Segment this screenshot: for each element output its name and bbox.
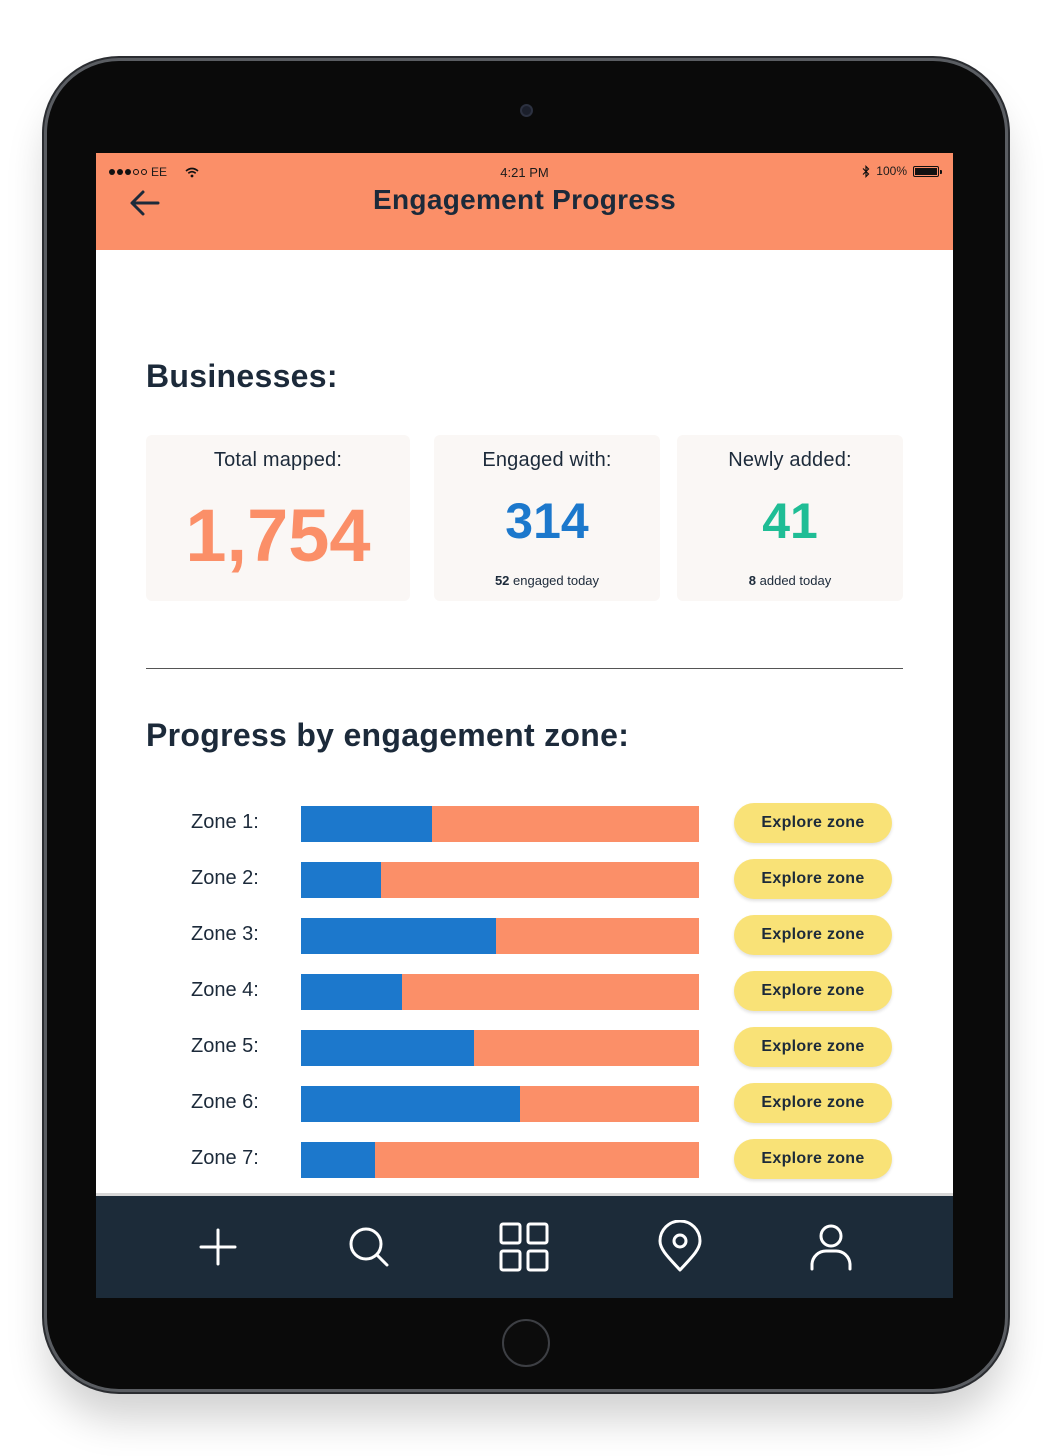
zone-progress-bar	[301, 974, 699, 1010]
zone-label: Zone 5:	[191, 1035, 259, 1057]
zone-progress-fill	[301, 1086, 520, 1122]
status-left: EE	[109, 165, 199, 179]
zone-progress-bar	[301, 862, 699, 898]
engaged-with-value: 314	[505, 493, 589, 549]
bottom-tab-bar	[96, 1193, 953, 1298]
added-today-count: 8	[748, 573, 757, 588]
tab-add[interactable]	[191, 1220, 245, 1274]
zone-progress-fill	[301, 918, 497, 954]
zone-row: Zone 7: Explore zone	[96, 1139, 953, 1179]
zone-row: Zone 6: Explore zone	[96, 1083, 953, 1123]
zone-row: Zone 4: Explore zone	[96, 971, 953, 1011]
total-mapped-label: Total mapped:	[213, 449, 343, 471]
battery-icon	[913, 165, 942, 177]
newly-added-card: Newly added: 41 8 added today	[677, 435, 903, 601]
explore-zone-button[interactable]: Explore zone	[734, 971, 892, 1011]
section-divider	[146, 668, 903, 669]
zone-label: Zone 1:	[191, 811, 259, 833]
zone-row: Zone 5: Explore zone	[96, 1027, 953, 1067]
zone-progress-fill	[301, 1030, 475, 1066]
status-right: 100%	[862, 164, 942, 178]
explore-zone-button[interactable]: Explore zone	[734, 1027, 892, 1067]
zone-label: Zone 4:	[191, 979, 259, 1001]
added-today-text: added today	[756, 573, 832, 588]
zone-progress-fill	[301, 806, 433, 842]
signal-dots-icon	[109, 169, 147, 175]
zone-progress-bar	[301, 1142, 699, 1178]
zone-label: Zone 3:	[191, 923, 259, 945]
header-bar: EE 4:21 PM 100% Engagement Progress	[96, 153, 953, 250]
wifi-icon	[185, 167, 199, 177]
zone-row: Zone 2: Explore zone	[96, 859, 953, 899]
engaged-today-note: 52 engaged today	[434, 573, 660, 588]
tab-search[interactable]	[342, 1220, 396, 1274]
front-camera	[520, 104, 533, 117]
user-icon	[810, 1224, 852, 1271]
newly-added-label: Newly added:	[728, 449, 852, 471]
explore-zone-button[interactable]: Explore zone	[734, 859, 892, 899]
tab-profile[interactable]	[804, 1220, 858, 1274]
explore-zone-button[interactable]: Explore zone	[734, 803, 892, 843]
engaged-today-count: 52	[494, 573, 510, 588]
status-time: 4:21 PM	[500, 165, 549, 180]
engaged-today-text: engaged today	[509, 573, 600, 588]
tab-dashboard[interactable]	[497, 1220, 551, 1274]
app-screen: EE 4:21 PM 100% Engagement Progress	[96, 153, 953, 1298]
engaged-with-card: Engaged with: 314 52 engaged today	[434, 435, 660, 601]
tablet-device-frame: EE 4:21 PM 100% Engagement Progress	[47, 61, 1005, 1389]
zone-progress-bar	[301, 1086, 699, 1122]
battery-percent: 100%	[876, 164, 907, 178]
bluetooth-icon	[862, 164, 870, 178]
newly-added-value: 41	[762, 493, 818, 549]
search-icon	[349, 1227, 389, 1267]
zone-progress-fill	[301, 862, 381, 898]
zone-progress-fill	[301, 974, 403, 1010]
grid-icon	[499, 1222, 549, 1272]
engaged-with-label: Engaged with:	[482, 449, 612, 471]
zone-label: Zone 2:	[191, 867, 259, 889]
zone-progress-bar	[301, 918, 699, 954]
page-title: Engagement Progress	[373, 184, 676, 215]
explore-zone-button[interactable]: Explore zone	[734, 1083, 892, 1123]
carrier-label: EE	[151, 165, 168, 179]
zone-progress-bar	[301, 806, 699, 842]
plus-icon	[199, 1228, 237, 1266]
home-button[interactable]	[502, 1319, 550, 1367]
zone-row: Zone 3: Explore zone	[96, 915, 953, 955]
zone-label: Zone 6:	[191, 1091, 259, 1113]
explore-zone-button[interactable]: Explore zone	[734, 915, 892, 955]
zone-row: Zone 1: Explore zone	[96, 803, 953, 843]
total-mapped-value: 1,754	[185, 494, 371, 577]
tab-map[interactable]	[653, 1219, 707, 1274]
explore-zone-button[interactable]: Explore zone	[734, 1139, 892, 1179]
zone-progress-bar	[301, 1030, 699, 1066]
added-today-note: 8 added today	[677, 573, 903, 588]
zone-progress-fill	[301, 1142, 375, 1178]
location-pin-icon	[658, 1219, 702, 1272]
back-arrow-icon[interactable]	[128, 186, 162, 220]
total-mapped-card: Total mapped: 1,754	[146, 435, 410, 601]
zone-label: Zone 7:	[191, 1147, 259, 1169]
businesses-heading: Businesses:	[146, 358, 338, 394]
zones-heading: Progress by engagement zone:	[146, 717, 630, 753]
